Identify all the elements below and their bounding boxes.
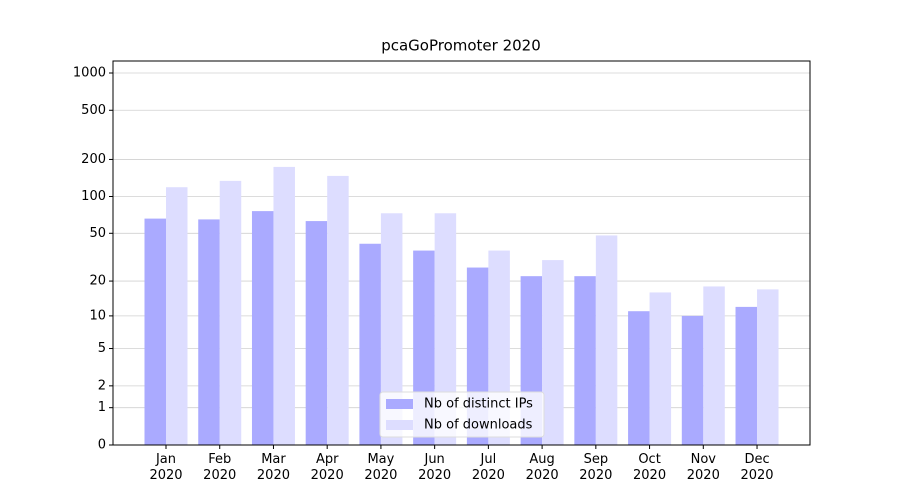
bar — [380, 213, 403, 445]
bar — [681, 315, 704, 445]
legend-swatch — [386, 420, 413, 430]
bar — [251, 211, 274, 445]
bar — [198, 219, 220, 445]
legend-swatch — [386, 399, 413, 409]
bar — [628, 311, 650, 445]
bar — [735, 306, 758, 445]
legend-box — [379, 391, 545, 438]
x-tick-label: Jul 2020 — [471, 452, 505, 483]
y-tick-label: 0 — [98, 438, 106, 453]
bar — [434, 213, 457, 445]
x-tick-label: Mar 2020 — [256, 452, 290, 483]
plot-frame — [112, 60, 811, 446]
y-tick-label: 10 — [89, 308, 106, 323]
x-tick-label: Dec 2020 — [740, 452, 774, 483]
bar — [144, 218, 166, 445]
x-tick-label: Aug 2020 — [525, 452, 559, 483]
y-tick-label: 2 — [98, 378, 106, 393]
x-tick-label: Oct 2020 — [633, 452, 667, 483]
bar — [219, 180, 242, 445]
y-tick-label: 5 — [98, 341, 106, 356]
y-tick-label: 1 — [98, 400, 106, 415]
x-tick-label: Jun 2020 — [418, 452, 452, 483]
bar — [703, 286, 725, 445]
bar — [757, 289, 779, 445]
bar — [273, 166, 295, 445]
bar — [166, 187, 188, 445]
x-tick-label: May 2020 — [364, 452, 398, 483]
bar — [327, 175, 349, 446]
x-tick-label: Feb 2020 — [203, 452, 237, 483]
x-tick-label: Nov 2020 — [686, 452, 720, 483]
y-tick-label: 100 — [81, 189, 106, 204]
y-tick-label: 50 — [89, 226, 106, 241]
bar — [359, 243, 381, 445]
legend-label: Nb of distinct IPs — [424, 397, 533, 412]
y-tick-label: 1000 — [73, 66, 106, 81]
legend-label: Nb of downloads — [424, 418, 533, 433]
bar — [595, 235, 618, 445]
bar — [574, 276, 596, 445]
x-tick-label: Sep 2020 — [579, 452, 613, 483]
chart-title: pcaGoPromoter 2020 — [381, 37, 541, 55]
y-tick-label: 20 — [89, 274, 106, 289]
y-tick-label: 500 — [81, 103, 106, 118]
y-tick-label: 200 — [81, 152, 106, 167]
x-tick-label: Apr 2020 — [310, 452, 344, 483]
bar — [305, 221, 328, 445]
x-tick-label: Jan 2020 — [149, 452, 183, 483]
bar — [542, 260, 564, 445]
bar — [649, 292, 672, 445]
